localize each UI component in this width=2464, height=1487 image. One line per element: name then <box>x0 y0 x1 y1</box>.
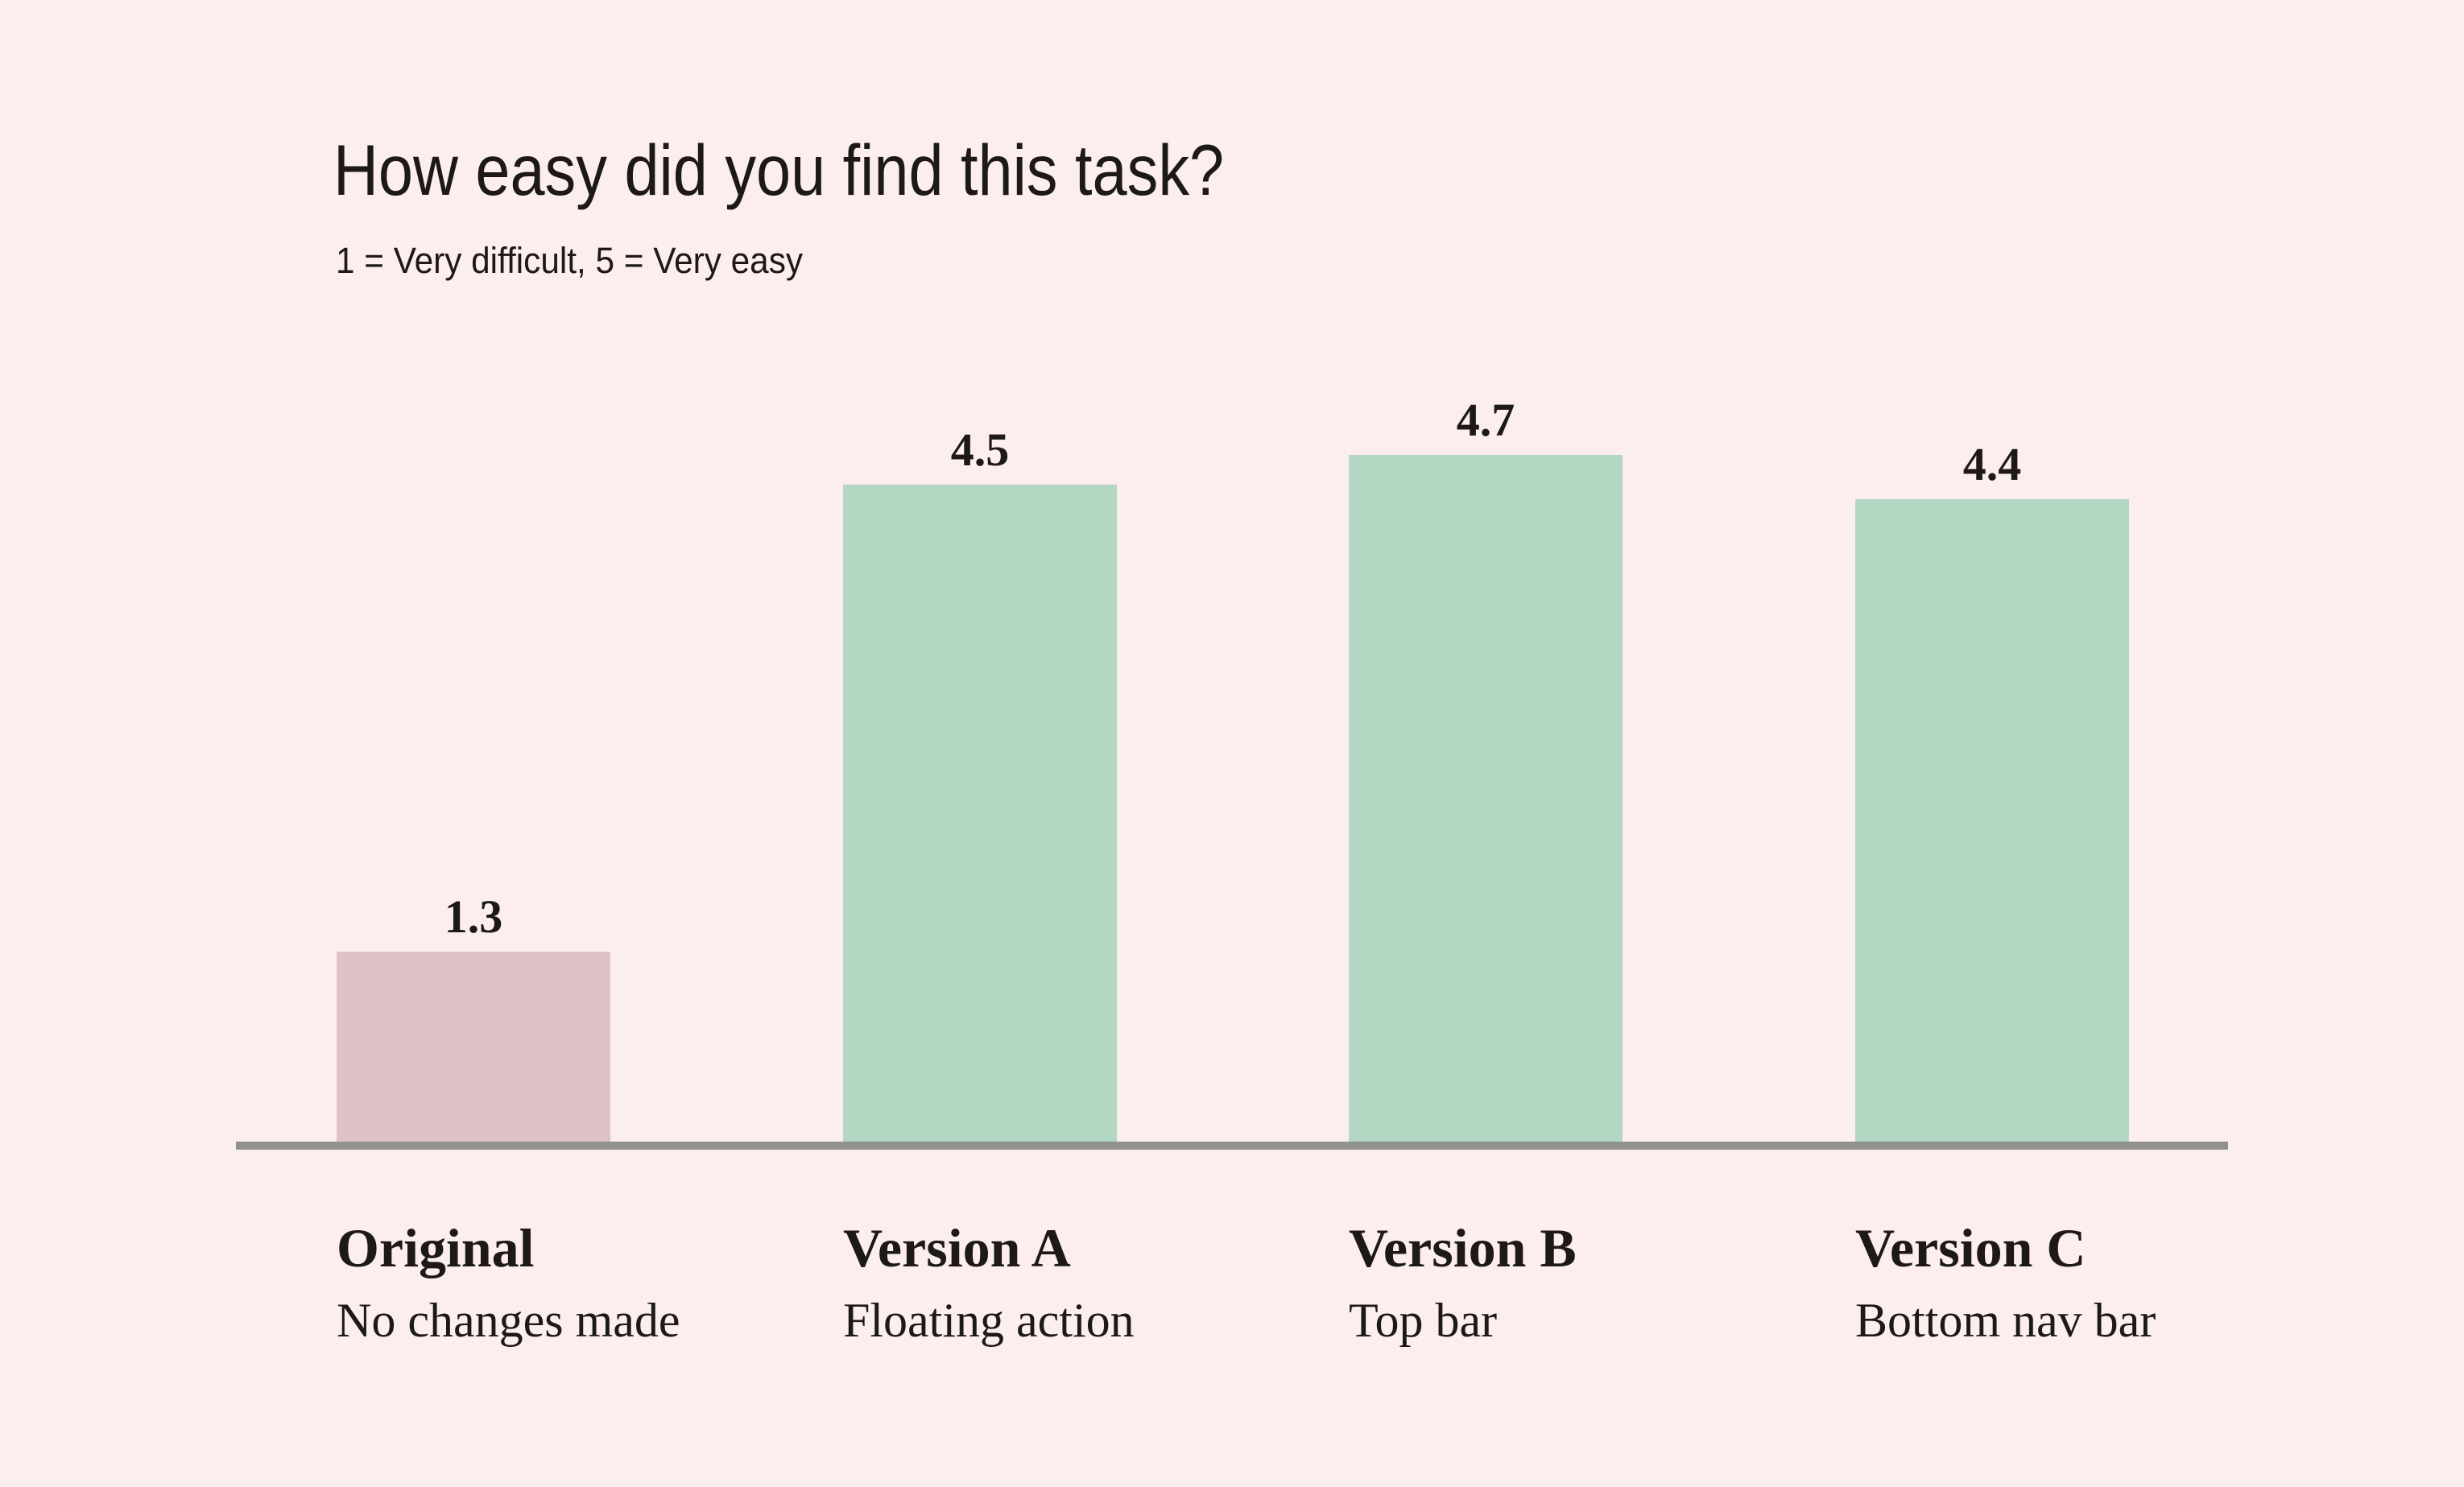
category-label-version-b: Version B <box>1349 1217 1577 1278</box>
category-label-version-c: Version C <box>1855 1217 2086 1278</box>
category-sublabel-version-b: Top bar <box>1349 1294 1498 1347</box>
category-sublabel-original: No changes made <box>337 1294 680 1347</box>
bar-value-label-original: 1.3 <box>444 890 503 943</box>
bar-value-label-version-c: 4.4 <box>1962 438 2022 490</box>
category-sublabel-version-a: Floating action <box>843 1294 1135 1347</box>
bar-version-b <box>1349 455 1623 1142</box>
chart-title: How easy did you find this task? <box>333 130 1225 210</box>
bar-value-label-version-a: 4.5 <box>950 423 1010 476</box>
bar-original <box>337 952 610 1142</box>
bar-version-c <box>1855 499 2129 1142</box>
category-sublabel-version-c: Bottom nav bar <box>1855 1294 2156 1347</box>
bar-value-label-version-b: 4.7 <box>1456 394 1515 446</box>
x-axis-line <box>236 1142 2228 1150</box>
bar-version-a <box>843 485 1117 1142</box>
chart-subtitle: 1 = Very difficult, 5 = Very easy <box>336 240 803 281</box>
category-label-version-a: Version A <box>843 1217 1071 1278</box>
category-label-original: Original <box>337 1217 535 1278</box>
